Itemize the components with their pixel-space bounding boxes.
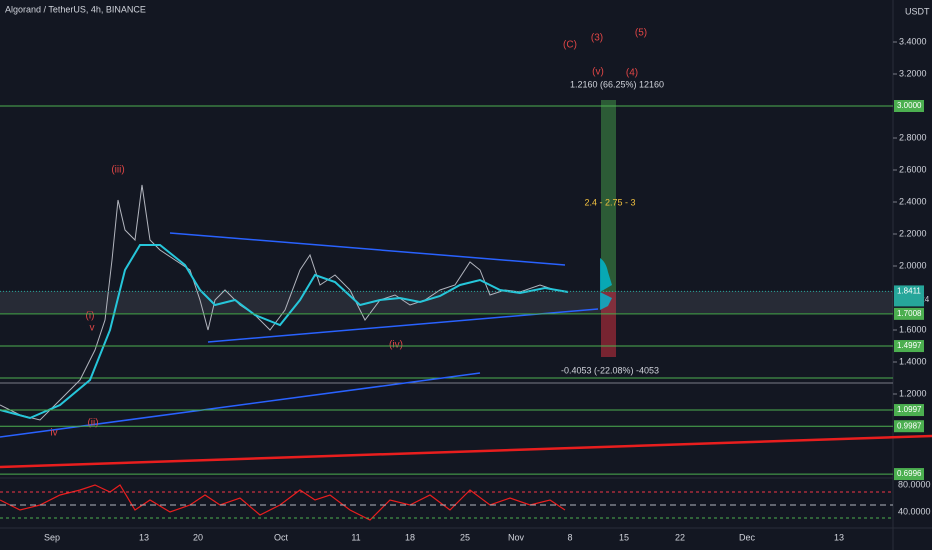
- level-label: 0.9987: [897, 421, 922, 430]
- price-label: 2.4000: [899, 196, 927, 206]
- level-label: 0.6996: [897, 469, 922, 478]
- wave-label: (v): [592, 67, 604, 78]
- trend-line: [0, 434, 932, 469]
- date-label: 8: [567, 532, 572, 542]
- last-price-label: 1.8411: [897, 287, 921, 296]
- price-label: 2.8000: [899, 132, 927, 142]
- level-badge: [894, 468, 924, 481]
- zone: [0, 291, 893, 313]
- level-badge: [894, 340, 924, 353]
- date-label: 25: [460, 532, 470, 542]
- price-path: [0, 184, 569, 421]
- level-label: 3.0000: [897, 101, 922, 110]
- price-label: 2.0000: [899, 260, 927, 270]
- level-label: 1.7008: [897, 309, 922, 318]
- wave-label: (iv): [389, 340, 403, 351]
- level-badge: [894, 420, 924, 433]
- price-label: 1.6000: [899, 324, 927, 334]
- date-label: Nov: [508, 532, 525, 542]
- volume-profile: [600, 258, 612, 310]
- wave-label: iv: [50, 428, 57, 439]
- price-label: 1.2000: [899, 388, 927, 398]
- trend-line: [207, 308, 599, 343]
- date-label: 22: [675, 532, 685, 542]
- date-label: Sep: [44, 532, 60, 542]
- trend-line: [169, 232, 566, 266]
- price-label: 3.2000: [899, 68, 927, 78]
- moving-average: [0, 244, 569, 420]
- position-profit: [601, 100, 616, 292]
- level-badge: [894, 307, 924, 320]
- position-stop: -0.4053 (-22.08%) -4053: [561, 365, 659, 375]
- last-price-badge: [894, 285, 924, 307]
- date-label: 11: [351, 532, 360, 542]
- date-label: 13: [834, 532, 844, 542]
- wave-label: (3): [591, 33, 603, 44]
- rsi-label: 40.0000: [898, 506, 931, 516]
- date-label: 15: [619, 532, 629, 542]
- date-label: 20: [193, 532, 203, 542]
- level-label: 1.0997: [897, 405, 922, 414]
- position-loss: [601, 292, 616, 357]
- price-label: 2.6000: [899, 164, 927, 174]
- position-targets: 2.4 - 2.75 - 3: [584, 197, 635, 207]
- wave-label: (5): [635, 28, 647, 39]
- level-label: 1.4997: [897, 341, 922, 350]
- chart-title: Algorand / TetherUS, 4h, BINANCE: [5, 4, 146, 14]
- wave-label: (iii): [111, 165, 124, 176]
- position-target: 1.2160 (66.25%) 12160: [570, 79, 664, 89]
- rsi-line: [0, 484, 566, 521]
- wave-label: (4): [626, 68, 638, 79]
- date-label: Dec: [739, 532, 756, 542]
- date-label: 18: [405, 532, 415, 542]
- currency: USDT: [905, 6, 930, 16]
- date-label: 13: [139, 532, 149, 542]
- level-badge: [894, 100, 924, 112]
- wave-label: (C): [563, 40, 577, 51]
- wave-label: (ii): [87, 418, 98, 429]
- wave-label: (i): [86, 311, 95, 322]
- price-label: 1.4000: [899, 356, 927, 366]
- level-badge: [894, 404, 924, 417]
- price-label: 3.4000: [899, 36, 927, 46]
- price-label: 2.2000: [899, 228, 927, 238]
- rsi-label: 80.0000: [898, 479, 931, 489]
- wave-label: v: [90, 323, 95, 334]
- date-label: Oct: [274, 532, 289, 542]
